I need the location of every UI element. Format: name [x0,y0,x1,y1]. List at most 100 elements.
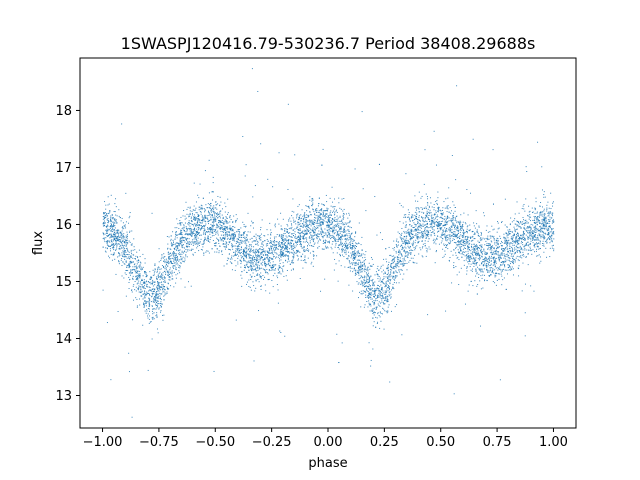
data-point [410,237,412,239]
data-point [317,233,319,235]
data-point [488,243,490,245]
data-point [488,275,490,277]
data-point [210,216,212,218]
data-point [131,244,133,246]
data-point [120,233,122,235]
data-point [244,264,246,266]
data-point [232,221,234,223]
data-point [156,291,158,292]
data-point [220,240,222,242]
data-point [311,222,313,224]
data-point [165,272,167,274]
data-point [525,256,527,258]
data-point [548,211,550,213]
data-point [309,223,311,225]
data-point [384,310,386,312]
data-point [251,246,253,248]
data-point [501,248,503,250]
data-point [280,273,282,275]
data-point [238,248,240,250]
data-point [526,244,528,246]
data-point [441,213,443,215]
data-point [132,272,134,274]
data-point [184,286,186,288]
data-point [170,262,172,264]
data-point [307,257,309,259]
data-point [424,149,426,151]
data-point [296,214,298,216]
data-point [364,276,366,278]
data-point [352,244,354,246]
data-point [115,198,117,200]
data-point [181,233,183,235]
data-point [327,208,329,210]
data-point [322,218,324,220]
data-point [255,248,257,250]
data-point [500,253,502,255]
data-point [530,234,532,236]
data-point [377,275,379,277]
data-point [248,241,250,243]
data-point [511,269,513,271]
data-point [160,303,162,305]
data-point [421,230,423,232]
data-point [348,225,350,227]
data-point [427,230,429,232]
data-point [486,225,488,227]
data-point [149,294,151,296]
data-point [168,273,170,275]
data-point [324,215,326,217]
data-point [433,209,435,211]
data-point [272,258,274,260]
data-point [501,245,503,247]
data-point [108,255,110,257]
data-point [103,221,105,223]
data-point [524,228,526,230]
data-point [371,258,373,260]
data-point [511,238,513,240]
data-point [214,215,216,217]
data-point [497,246,499,248]
data-point [445,222,447,224]
data-point [269,248,271,250]
data-point [487,265,489,267]
data-point [412,257,414,259]
data-point [246,271,248,273]
data-point [211,225,213,227]
data-point [115,249,117,251]
data-point [421,236,423,238]
data-point [177,248,179,250]
data-point [457,240,459,242]
data-point [262,268,264,270]
data-point [415,234,417,236]
data-point [384,290,386,292]
data-point [366,268,368,270]
data-point [306,247,308,249]
data-point [377,294,379,296]
data-point [520,249,522,251]
data-point [257,249,259,251]
data-point [286,223,288,225]
data-point [205,216,207,218]
data-point [464,243,466,245]
data-point [527,235,529,237]
data-point [119,254,121,256]
data-point [119,245,121,247]
data-point [471,240,473,242]
data-point [297,236,299,238]
data-point [175,277,177,279]
data-point [477,254,479,256]
data-point [192,242,194,244]
data-point [198,234,200,236]
data-point [312,254,314,256]
data-point [504,198,506,200]
data-point [170,255,172,257]
data-point [321,232,323,234]
data-point [340,223,342,225]
data-point [187,234,189,236]
data-point [268,270,270,272]
data-point [256,264,258,266]
data-point [425,208,427,210]
data-point [347,217,349,219]
data-point [260,276,262,278]
